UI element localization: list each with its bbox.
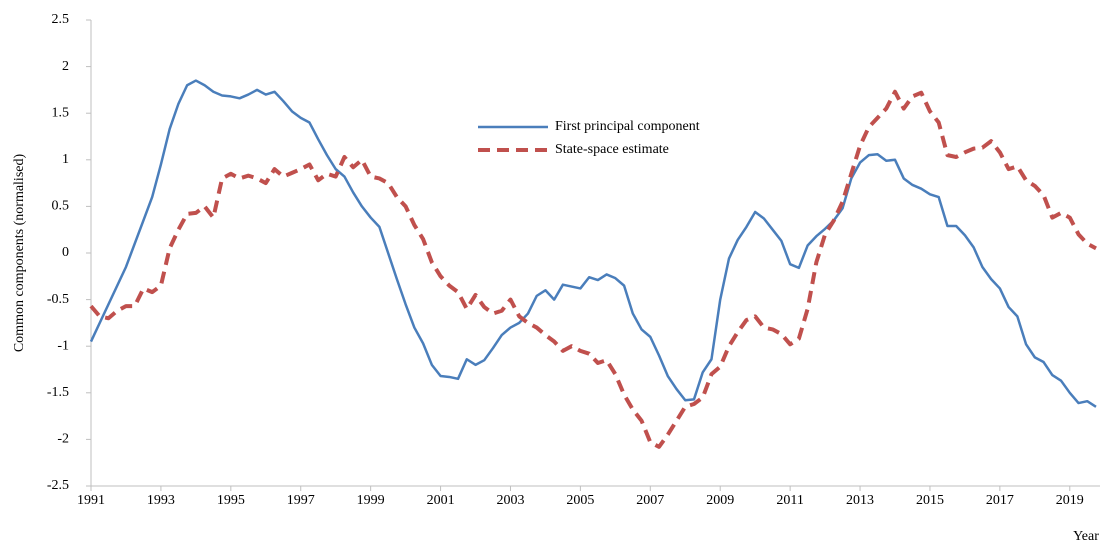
y-axis-title: Common components (normalised) bbox=[12, 154, 27, 353]
y-tick-label: 0.5 bbox=[52, 199, 70, 214]
x-tick-label: 1997 bbox=[287, 493, 315, 508]
x-tick-label: 2011 bbox=[776, 493, 803, 508]
y-tick-label: -1 bbox=[57, 338, 69, 353]
x-tick-label: 2009 bbox=[706, 493, 734, 508]
legend-label: First principal component bbox=[555, 119, 700, 134]
x-tick-label: 1991 bbox=[77, 493, 105, 508]
y-tick-label: 1 bbox=[62, 152, 69, 167]
y-tick-label: 2 bbox=[62, 59, 69, 74]
line-series bbox=[89, 89, 1097, 449]
y-tick-label: 0 bbox=[62, 245, 69, 260]
x-tick-label: 2005 bbox=[566, 493, 594, 508]
y-tick-label: 1.5 bbox=[52, 105, 70, 120]
x-tick-label: 2013 bbox=[846, 493, 874, 508]
x-tick-label: 2017 bbox=[986, 493, 1014, 508]
x-tick-label: 1999 bbox=[357, 493, 385, 508]
x-tick-label: 2007 bbox=[636, 493, 664, 508]
x-axis-title: Year bbox=[1073, 529, 1099, 544]
y-tick-label: -2.5 bbox=[47, 478, 69, 493]
y-tick-label: -2 bbox=[57, 432, 69, 447]
legend-label: State-space estimate bbox=[555, 142, 669, 157]
y-tick-label: -1.5 bbox=[47, 385, 69, 400]
y-tick-label: 2.5 bbox=[52, 12, 70, 27]
line-series bbox=[89, 79, 1097, 408]
x-tick-label: 2001 bbox=[427, 493, 455, 508]
x-tick-label: 2003 bbox=[496, 493, 524, 508]
x-tick-label: 2015 bbox=[916, 493, 944, 508]
x-tick-label: 1993 bbox=[147, 493, 175, 508]
x-tick-label: 1995 bbox=[217, 493, 245, 508]
y-tick-label: -0.5 bbox=[47, 292, 69, 307]
x-tick-label: 2019 bbox=[1056, 493, 1084, 508]
